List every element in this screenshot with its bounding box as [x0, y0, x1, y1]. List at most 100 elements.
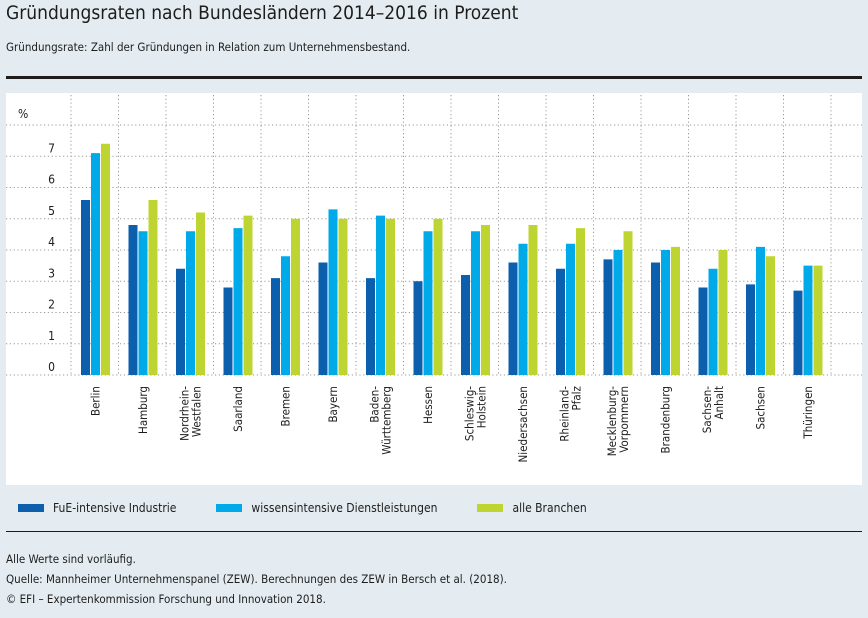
- bar: [328, 209, 338, 375]
- y-tick-label: 4: [48, 235, 55, 249]
- x-tick-label: Vorpommern: [617, 386, 631, 453]
- bar: [128, 225, 138, 375]
- bar: [623, 231, 633, 375]
- y-tick-label: 2: [48, 298, 55, 312]
- x-tick-label: Bayern: [326, 386, 340, 423]
- bar: [756, 246, 765, 375]
- legend-item-fue: FuE-intensive Industrie: [18, 501, 176, 515]
- x-tick-label: Sachsen: [754, 386, 768, 429]
- header-divider: [6, 76, 862, 79]
- bar: [471, 231, 480, 375]
- bar: [176, 268, 185, 375]
- bar: [508, 262, 518, 375]
- legend-item-alle: alle Branchen: [477, 501, 587, 515]
- grid-lines: [6, 95, 862, 376]
- bar: [186, 231, 195, 375]
- x-tick-label: Sachsen-: [700, 386, 714, 433]
- legend: FuE-intensive Industrie wissensintensive…: [18, 500, 627, 516]
- bar: [766, 256, 775, 375]
- y-axis-unit-label: %: [18, 107, 28, 121]
- bar: [481, 225, 490, 375]
- bar: [223, 287, 233, 375]
- bar: [576, 228, 585, 375]
- bar: [556, 268, 565, 375]
- chart-title: Gründungsraten nach Bundesländern 2014–2…: [6, 2, 519, 24]
- bar: [243, 215, 253, 375]
- bar: [461, 275, 470, 375]
- legend-item-wissen: wissensintensive Dienstleistungen: [216, 501, 437, 515]
- footer-divider: [6, 531, 862, 532]
- x-axis: Berlin Hamburg Nordrhein-Westfalen Saarland…: [89, 386, 816, 463]
- bar: [338, 218, 348, 375]
- x-tick-label: Westfalen: [190, 386, 204, 437]
- bar: [148, 200, 158, 375]
- bar: [138, 231, 148, 375]
- x-tick-label: Holstein: [475, 386, 489, 428]
- bar: [528, 225, 538, 375]
- x-tick-label: Bremen: [279, 386, 293, 426]
- bar: [386, 218, 395, 375]
- bar: [271, 278, 280, 375]
- bar: [813, 265, 823, 375]
- bar: [366, 278, 375, 375]
- legend-label-wissen: wissensintensive Dienstleistungen: [251, 501, 438, 515]
- bar: [91, 153, 100, 375]
- x-tick-label: Pfalz: [570, 386, 584, 411]
- y-tick-label: 7: [48, 141, 55, 155]
- bar: [661, 250, 670, 375]
- x-tick-label: Nordrhein-: [178, 386, 192, 441]
- x-tick-label: Hessen: [421, 386, 435, 424]
- legend-label-fue: FuE-intensive Industrie: [53, 501, 177, 515]
- bar: [651, 262, 660, 375]
- bar: [718, 250, 728, 375]
- y-tick-label: 5: [48, 204, 55, 218]
- bars: [81, 143, 823, 375]
- x-tick-label: Saarland: [231, 386, 245, 432]
- x-tick-label: Thüringen: [801, 386, 815, 440]
- bar: [566, 243, 575, 375]
- y-axis: % 0 1 2 3 4 5 6 7: [18, 107, 55, 374]
- legend-label-alle: alle Branchen: [512, 501, 587, 515]
- bar: [413, 281, 423, 375]
- x-tick-label: Rheinland-: [558, 386, 572, 442]
- bar-chart: % 0 1 2 3 4 5 6 7 Berlin Hamburg Nordrhein-Westfa…: [6, 95, 862, 463]
- x-tick-label: Baden-: [368, 386, 382, 423]
- bar: [518, 243, 528, 375]
- bar: [433, 218, 443, 375]
- bar: [423, 231, 433, 375]
- bar: [803, 265, 813, 375]
- bar: [196, 212, 205, 375]
- bar: [613, 250, 623, 375]
- bar: [376, 215, 385, 375]
- bar: [81, 200, 90, 375]
- footer-source: Quelle: Mannheimer Unternehmenspanel (ZE…: [6, 572, 507, 586]
- bar: [793, 290, 803, 375]
- x-tick-label: Brandenburg: [659, 386, 673, 454]
- y-tick-label: 6: [48, 173, 55, 187]
- bar: [281, 256, 290, 375]
- legend-swatch-fue: [18, 504, 44, 512]
- legend-swatch-wissen: [216, 504, 243, 512]
- bar: [698, 287, 708, 375]
- x-tick-label: Berlin: [89, 386, 103, 416]
- footer-copyright: © EFI – Expertenkommission Forschung und…: [6, 592, 326, 606]
- chart-subtitle: Gründungsrate: Zahl der Gründungen in Re…: [6, 40, 411, 54]
- bar: [603, 259, 613, 375]
- x-tick-label: Niedersachsen: [516, 386, 530, 462]
- x-tick-label: Anhalt: [712, 386, 726, 419]
- x-tick-label: Hamburg: [136, 386, 150, 434]
- bar: [233, 228, 243, 375]
- bar: [101, 143, 110, 375]
- bar: [671, 246, 680, 375]
- bar: [318, 262, 328, 375]
- y-tick-label: 0: [48, 360, 55, 374]
- x-tick-label: Württemberg: [380, 386, 394, 455]
- bar: [291, 218, 300, 375]
- footer: Alle Werte sind vorläufig. Quelle: Mannh…: [6, 549, 507, 609]
- x-tick-label: Mecklenburg-: [605, 386, 619, 457]
- legend-swatch-alle: [477, 504, 504, 512]
- footer-note: Alle Werte sind vorläufig.: [6, 552, 136, 566]
- y-tick-label: 1: [48, 329, 55, 343]
- bar: [746, 284, 755, 375]
- bar: [708, 268, 718, 375]
